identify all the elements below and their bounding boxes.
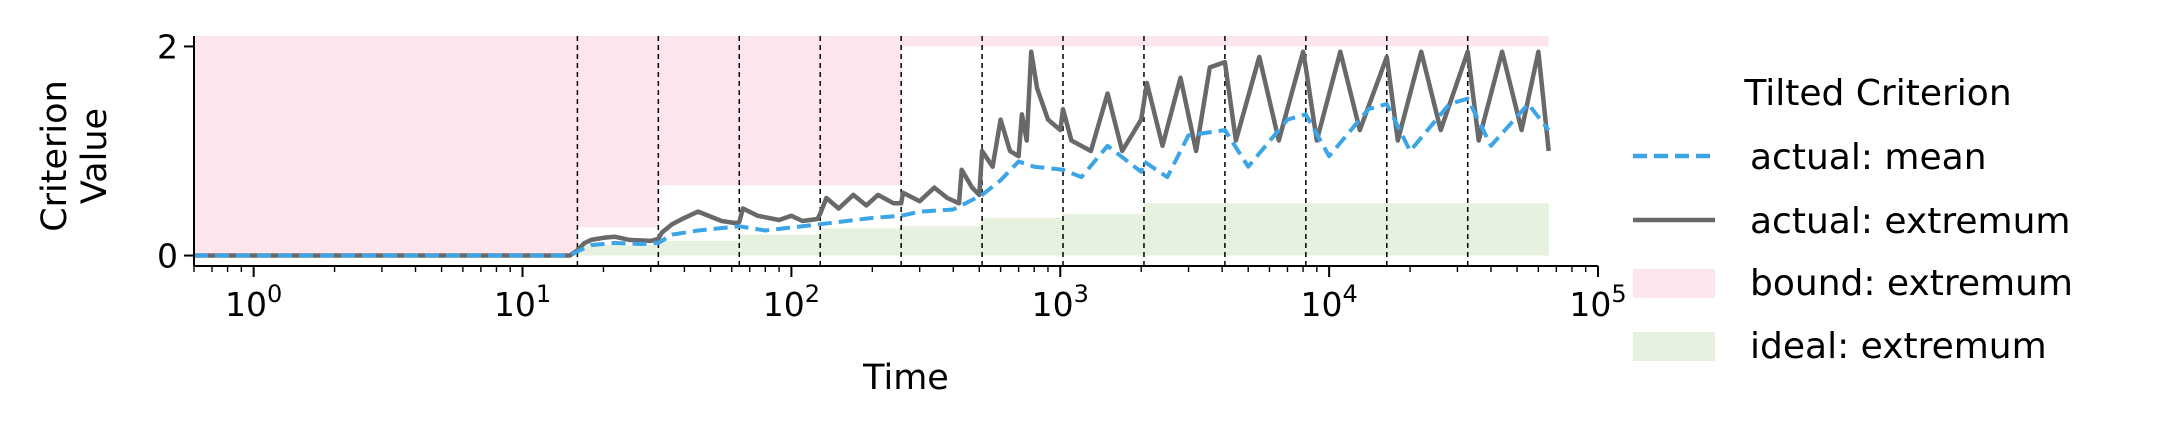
x-tick-label: 100 xyxy=(225,280,282,324)
ideal-band-segment xyxy=(577,245,659,256)
bound-band-segment xyxy=(901,36,1549,47)
series-line-actual-extremum xyxy=(194,49,1551,258)
legend-swatch xyxy=(1633,332,1715,361)
legend-label: ideal: extremum xyxy=(1750,326,2047,367)
legend-label: bound: extremum xyxy=(1750,263,2073,304)
x-axis-label: Time xyxy=(862,358,949,398)
bands-layer xyxy=(194,36,1549,256)
y-axis-label: CriterionValue xyxy=(35,80,115,232)
series-layer xyxy=(194,49,1551,258)
bound-band-segment xyxy=(194,36,578,256)
x-tick-label: 105 xyxy=(1569,280,1626,324)
legend-label: actual: mean xyxy=(1750,137,1987,178)
ideal-band-segment xyxy=(901,226,983,256)
x-tick-label: 101 xyxy=(494,280,551,324)
ideal-band-segment xyxy=(820,228,902,256)
series-line-actual-mean xyxy=(194,96,1551,258)
legend-title: Tilted Criterion xyxy=(1743,73,2011,114)
legend: Tilted Criterion actual: mean actual: extr… xyxy=(1633,73,2073,367)
ideal-band-segment xyxy=(982,217,1064,256)
ideal-band-segment xyxy=(1143,203,1549,256)
y-tick-label: 0 xyxy=(157,237,178,276)
ideal-band-segment xyxy=(739,234,821,256)
bound-band-segment xyxy=(658,36,902,186)
x-tick-label: 104 xyxy=(1300,280,1357,324)
legend-swatch xyxy=(1633,269,1715,298)
axes-layer: 0 2 100 101 102 103 104 105 Time CriterionValue xyxy=(35,27,1627,398)
bound-band-segment xyxy=(577,36,659,228)
x-tick-label: 102 xyxy=(763,280,820,324)
ideal-band-segment xyxy=(658,240,740,256)
legend-label: actual: extremum xyxy=(1750,201,2070,242)
ideal-band-segment xyxy=(1063,213,1144,256)
y-tick-label: 2 xyxy=(157,27,178,66)
x-tick-label: 103 xyxy=(1032,280,1089,324)
